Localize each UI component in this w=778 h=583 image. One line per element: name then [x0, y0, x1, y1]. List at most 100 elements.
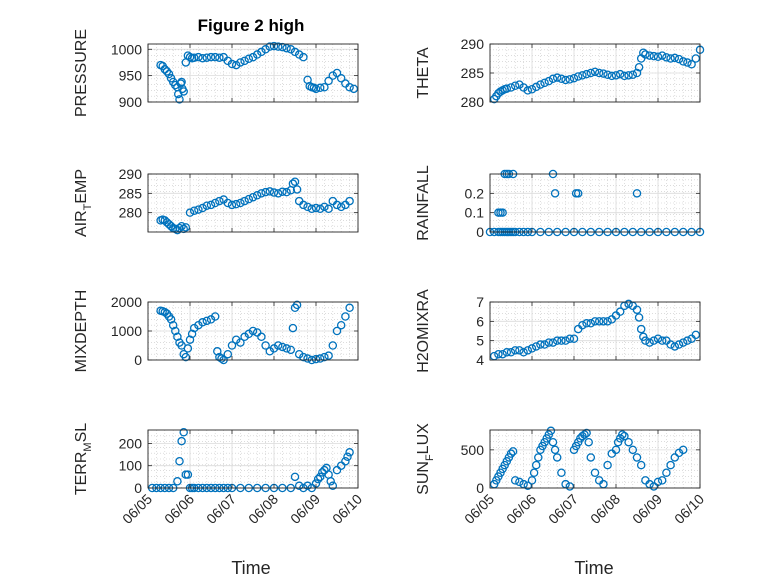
data-point	[303, 481, 312, 491]
data-point	[561, 75, 570, 85]
x-tick-label: 06/10	[329, 491, 365, 527]
data-point	[618, 430, 627, 439]
y-axis-label: RAINFALL	[415, 165, 432, 241]
data-point	[632, 68, 642, 78]
x-tick-label: 06/05	[119, 491, 155, 527]
x-tick-label: 06/07	[545, 491, 581, 527]
data-point	[315, 83, 325, 93]
data-point	[324, 204, 333, 214]
y-label-main: TERR	[73, 452, 90, 496]
data-point	[657, 51, 667, 60]
data-point	[634, 313, 644, 322]
data-point	[240, 196, 249, 206]
data-point	[261, 45, 270, 54]
data-point	[244, 54, 254, 64]
data-point	[584, 437, 593, 447]
data-point	[586, 319, 596, 328]
data-point	[215, 352, 224, 362]
data-point	[590, 317, 600, 326]
axes-box	[489, 301, 701, 361]
y-tick-label: 7	[476, 294, 484, 310]
data-point	[189, 323, 199, 333]
data-point	[273, 189, 283, 198]
data-point	[565, 334, 575, 343]
y-tick-label: 1000	[111, 41, 142, 57]
data-point	[508, 447, 518, 456]
data-point	[546, 426, 556, 436]
data-point	[198, 318, 207, 327]
series-markers	[489, 299, 701, 361]
data-point	[515, 80, 524, 89]
data-point	[527, 476, 537, 485]
data-point	[691, 330, 701, 340]
data-point	[548, 437, 558, 447]
data-point	[540, 78, 549, 88]
data-point	[336, 461, 346, 470]
data-point	[160, 65, 170, 74]
data-point	[313, 474, 323, 484]
data-point	[624, 437, 633, 447]
data-point	[320, 352, 329, 362]
y-tick-label: 0.2	[465, 185, 485, 201]
data-point	[252, 328, 262, 337]
data-point	[265, 187, 275, 196]
data-point	[645, 51, 654, 60]
data-point	[265, 347, 275, 356]
data-point	[603, 317, 612, 326]
data-point	[164, 69, 174, 79]
x-tick-label: 06/08	[245, 491, 281, 527]
data-point	[187, 329, 197, 339]
data-point	[299, 200, 308, 210]
data-point	[620, 71, 629, 81]
data-point	[653, 52, 663, 62]
data-point	[603, 70, 612, 79]
data-point	[273, 42, 283, 51]
data-point	[303, 354, 312, 363]
data-point	[636, 460, 646, 470]
y-tick-label: 5	[476, 333, 484, 349]
data-point	[615, 307, 625, 316]
data-point	[536, 80, 545, 89]
data-point	[332, 68, 342, 78]
y-label-subscript: M	[82, 442, 94, 451]
data-point	[534, 453, 543, 462]
data-point	[345, 448, 354, 457]
data-point	[248, 52, 258, 62]
data-point	[282, 187, 291, 197]
data-point	[210, 198, 220, 208]
data-point	[252, 50, 262, 59]
data-point	[632, 453, 642, 462]
x-tick-label: 06/05	[461, 491, 497, 527]
data-point	[324, 76, 333, 86]
data-point	[206, 200, 216, 210]
data-point	[523, 481, 533, 490]
data-point	[269, 344, 279, 353]
y-tick-label: 6	[476, 313, 484, 329]
data-point	[185, 208, 195, 217]
data-point	[231, 199, 241, 209]
data-point	[213, 347, 222, 356]
data-point	[550, 189, 560, 198]
data-point	[198, 53, 207, 63]
data-point	[183, 470, 193, 479]
data-point	[678, 338, 688, 347]
data-point	[175, 456, 184, 466]
data-point	[632, 189, 642, 198]
y-tick-label: 290	[461, 36, 485, 52]
y-tick-label: 280	[119, 205, 143, 221]
subplot-terr_msl: 06/05 06/06 06/07 06/08 06/09 06/10 0 100 200 TER…	[73, 423, 365, 527]
data-point	[590, 468, 600, 477]
data-point	[540, 340, 549, 349]
data-point	[332, 326, 342, 336]
data-point	[670, 453, 680, 462]
data-point	[580, 430, 589, 439]
y-label-main: AIR	[73, 210, 90, 237]
y-label-main: H2OMIXRA	[415, 289, 432, 373]
data-point	[569, 334, 579, 343]
data-point	[328, 71, 338, 80]
data-point	[657, 476, 667, 485]
data-point	[288, 323, 298, 333]
y-tick-label: 2000	[111, 294, 142, 310]
